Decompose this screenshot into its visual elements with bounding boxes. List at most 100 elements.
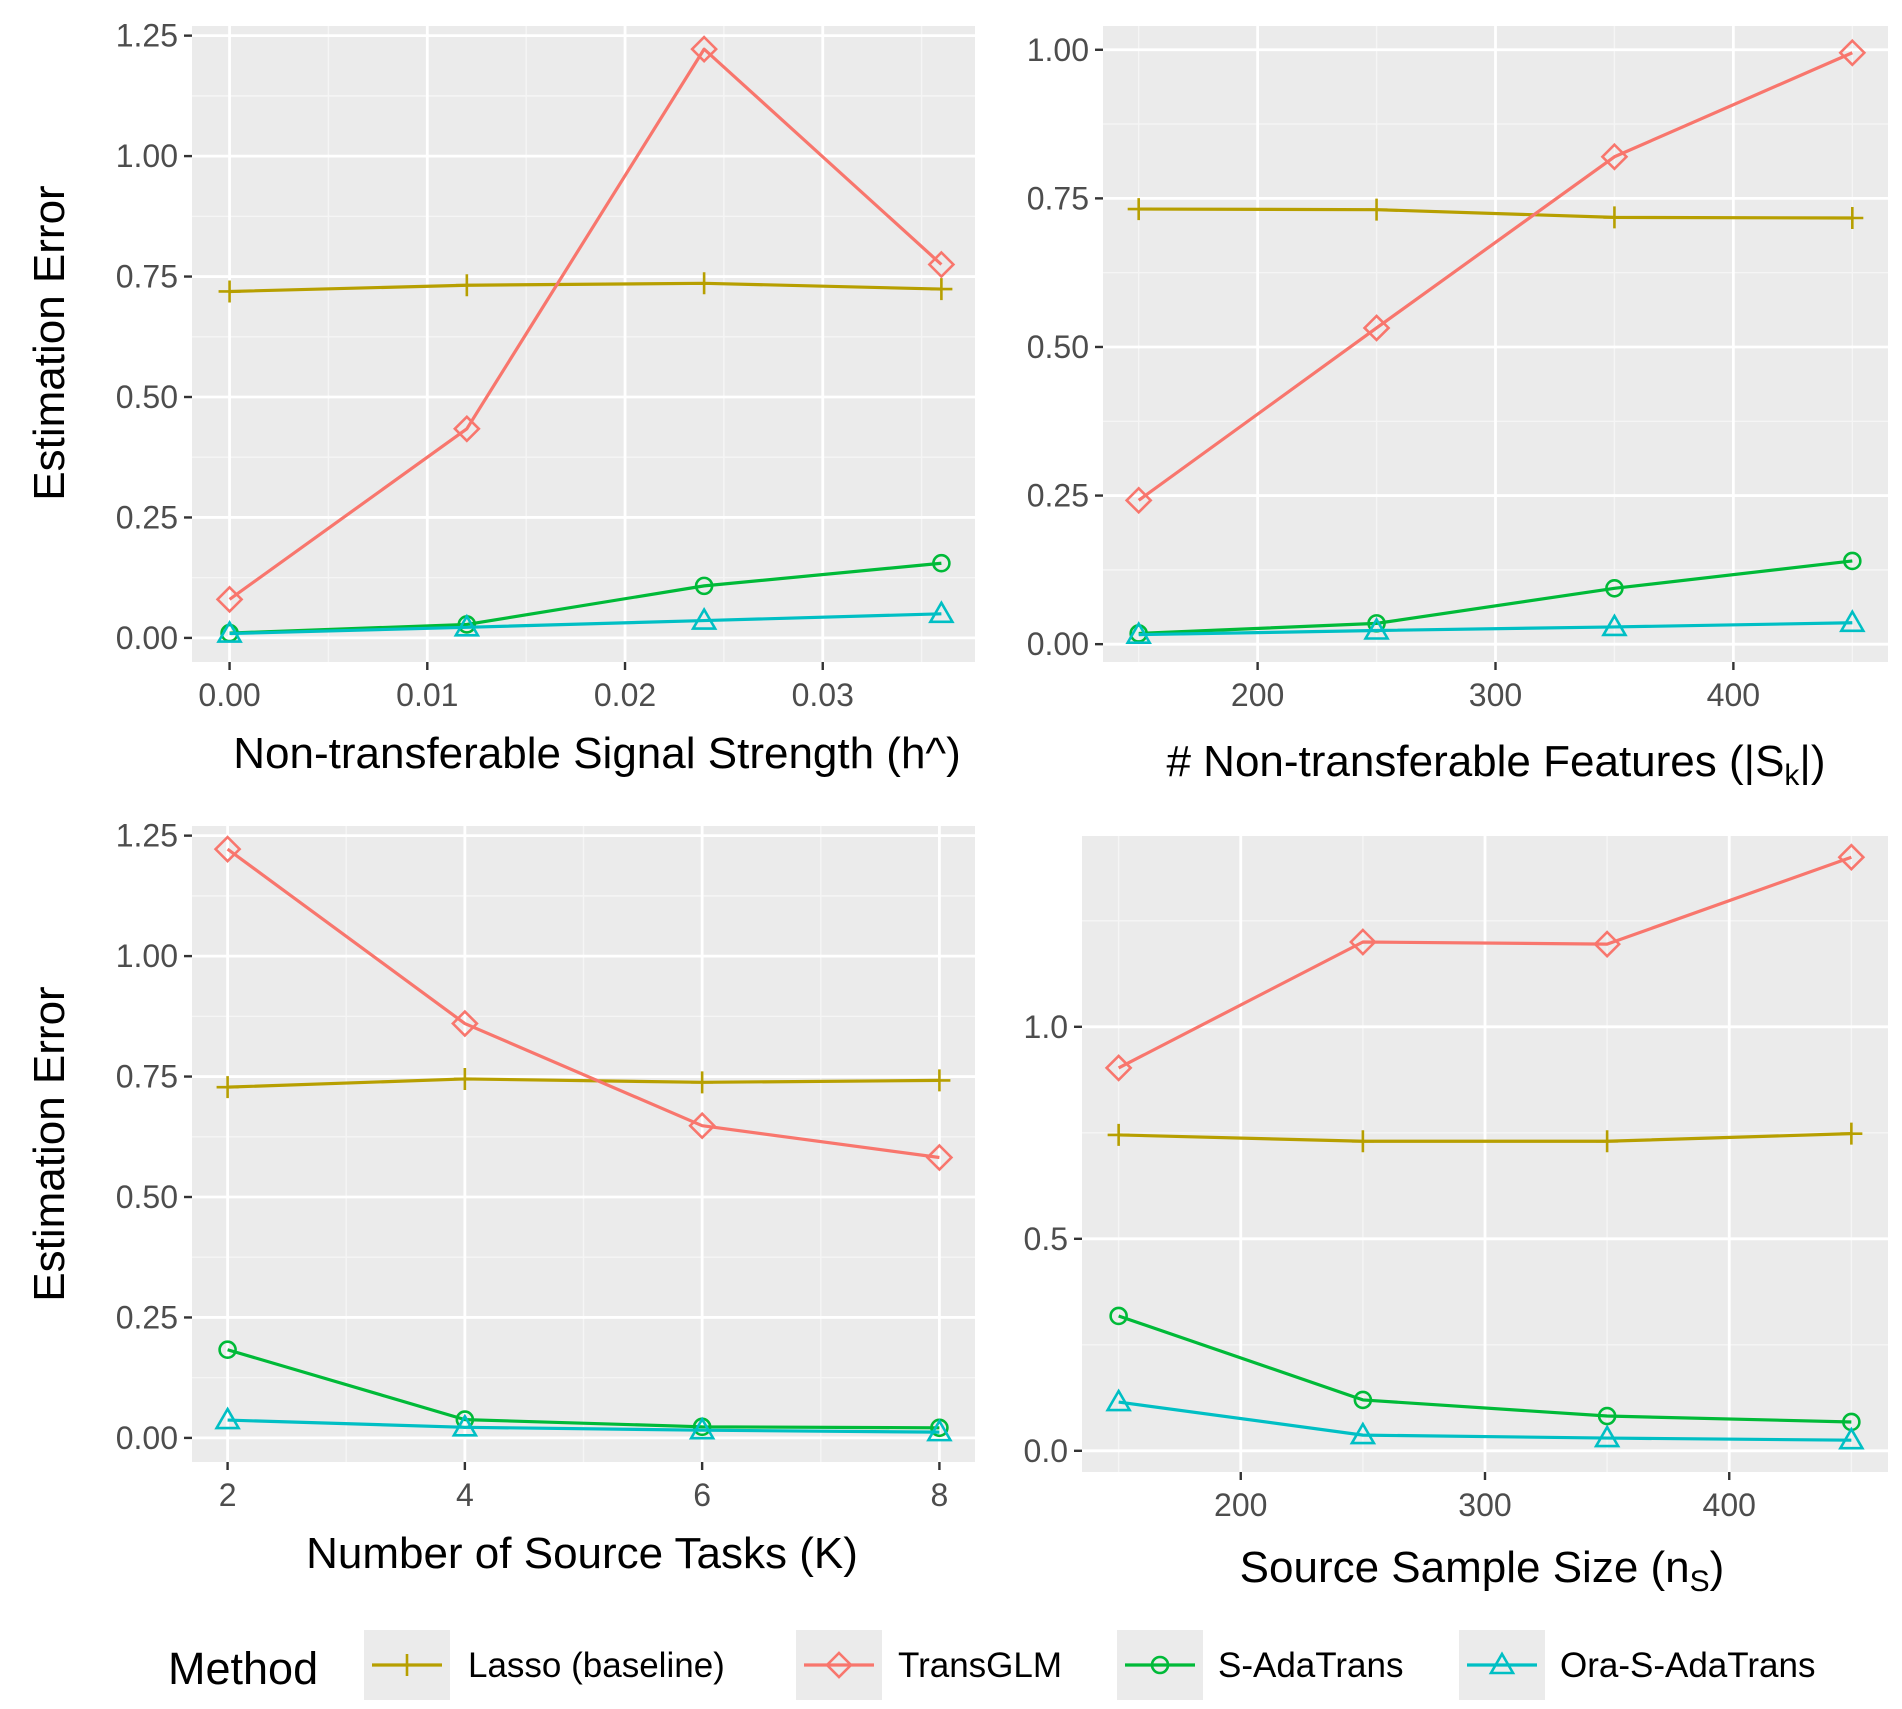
panel-1: 0.00 0.01 0.02 0.03 0.00 0.25 0.50 0.75 1.00 1.25… [25,18,975,778]
data-point-diamond [1837,843,1866,872]
y-tick-label: 0.00 [116,1420,178,1456]
series-line-triangle [1138,621,1853,637]
x-axis-title-end: ) [1710,1543,1725,1592]
x-axis-title-main: Source Sample Size (n [1240,1543,1690,1592]
data-point-plus [1351,1130,1374,1153]
data-point-triangle [214,1406,241,1430]
x-axis-title-main: # Non-transferable Features (|S [1166,737,1784,786]
y-tick-label: 1.0 [1024,1009,1068,1045]
series-line-diamond [1137,51,1853,502]
x-axis-title: Source Sample Size (nS) [1240,1543,1725,1598]
x-axis-title-main: Number of Source Tasks (K) [306,1529,858,1578]
y-tick-label: 0.25 [116,1299,178,1335]
data-point-diamond [1593,930,1621,958]
data-point-plus [930,278,953,301]
series-line-circle [1138,559,1853,636]
x-axis-title-subscript: k [1784,759,1800,792]
x-tick-label: 200 [1231,677,1284,713]
legend-label: Ora-S-AdaTrans [1560,1646,1815,1685]
x-axis-title-end: |) [1799,737,1825,786]
data-point-plus [216,1076,239,1099]
data-point-diamond [925,1143,954,1172]
legend: Method Lasso (baseline) TransGLM S-AdaTrans… [168,1630,1815,1700]
legend-label: TransGLM [898,1646,1062,1685]
data-point-diamond [1362,314,1391,342]
data-point-diamond [1349,928,1377,956]
data-point-triangle [928,600,955,624]
data-point-triangle [453,613,481,637]
x-tick-label: 200 [1214,1487,1267,1523]
x-axis-title-main: Non-transferable Signal Strength (h^) [233,729,960,778]
data-point-diamond [927,250,956,279]
data-point-plus [455,274,478,297]
x-tick-label: 0.01 [396,677,458,713]
data-point-diamond [1600,142,1629,171]
legend-key-plus [396,1654,418,1676]
x-tick-label: 0.02 [594,677,656,713]
series-line-plus [229,281,942,294]
x-axis-title: # Non-transferable Features (|Sk|) [1166,737,1825,792]
y-tick-label: 1.00 [116,138,178,174]
x-tick-label: 300 [1469,677,1522,713]
data-point-circle [218,1340,237,1360]
panel-background [192,26,975,662]
data-point-diamond [213,835,242,863]
series-line-circle [227,1348,940,1430]
data-point-plus [691,1071,714,1094]
x-axis-title-subscript: S [1690,1565,1710,1598]
x-tick-label: 400 [1707,677,1760,713]
series-line-plus [1118,1132,1852,1143]
series-line-diamond [1117,855,1852,1070]
legend-key-triangle [1488,1651,1516,1675]
series-line-circle [1118,1314,1852,1424]
data-point-plus [693,272,716,295]
data-point-diamond [215,585,244,614]
data-point-diamond [690,35,718,63]
legend-key-circle [1150,1655,1170,1675]
panel-4: 200 300 400 0.0 0.5 1.0 Source Sample Size (nS… [1024,836,1888,1598]
legend-title: Method [168,1643,318,1694]
x-tick-label: 0.03 [792,677,854,713]
panel-3: 2 4 6 8 0.00 0.25 0.50 0.75 1.00 1.25 Number of So… [25,818,975,1578]
y-tick-label: 0.25 [1027,478,1089,514]
data-point-triangle [688,1416,716,1440]
data-point-triangle [1839,609,1866,633]
x-axis-title: Number of Source Tasks (K) [306,1529,858,1578]
data-point-triangle [1349,1421,1377,1445]
y-tick-label: 1.00 [1027,32,1089,68]
data-point-plus [453,1067,476,1090]
data-point-plus [928,1069,951,1092]
series-line-diamond [226,847,940,1160]
data-point-diamond [688,1111,716,1140]
data-point-circle [1109,1306,1128,1326]
data-point-diamond [451,1009,479,1038]
data-point-triangle [1601,613,1628,637]
data-point-triangle [1838,1426,1865,1450]
y-tick-label: 0.50 [1027,329,1089,365]
data-point-circle [694,576,714,596]
x-tick-label: 0.00 [198,677,260,713]
data-point-circle [932,553,951,573]
legend-label: S-AdaTrans [1218,1646,1403,1685]
data-point-circle [1843,551,1862,571]
data-point-triangle [216,619,243,643]
y-tick-label: 0.5 [1024,1221,1068,1257]
data-point-diamond [1124,486,1153,515]
data-point-triangle [690,606,718,630]
y-tick-label: 0.00 [116,620,178,656]
data-point-plus [218,280,241,303]
data-point-circle [1597,1406,1617,1426]
data-point-circle [1605,578,1624,598]
x-tick-label: 6 [693,1477,711,1513]
data-point-triangle [1363,616,1390,640]
legend-key-diamond [825,1651,853,1679]
x-tick-label: 300 [1458,1487,1511,1523]
data-point-plus [1365,198,1388,221]
series-line-triangle [227,1418,940,1434]
y-tick-label: 0.00 [1027,626,1089,662]
data-point-triangle [451,1413,479,1437]
data-point-circle [1353,1390,1373,1410]
x-tick-label: 400 [1703,1487,1756,1523]
data-point-diamond [453,414,481,443]
